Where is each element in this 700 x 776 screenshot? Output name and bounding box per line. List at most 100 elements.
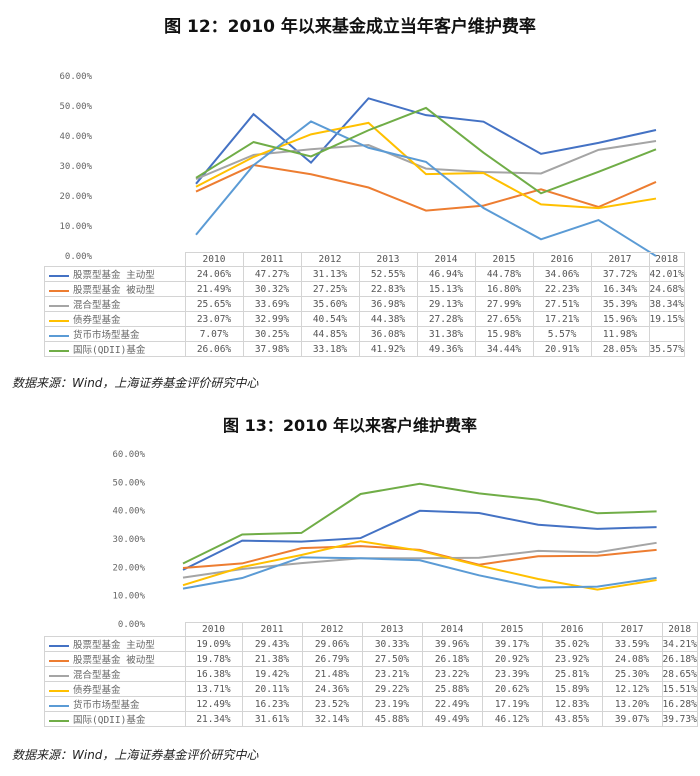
legend-swatch-icon bbox=[49, 659, 69, 662]
chart-13-source: 数据来源：Wind，上海证券基金评价研究中心 bbox=[12, 748, 259, 762]
series-name: 债券型基金 bbox=[73, 685, 121, 696]
y-tick-label: 10.00% bbox=[59, 222, 92, 232]
table-row: 债券型基金 23.07% 32.99% 40.54% 44.38% 27.28% 27.65… bbox=[44, 311, 685, 327]
series-line bbox=[182, 541, 657, 579]
table-cell: 12.12% bbox=[601, 681, 663, 697]
table-cell: 35.02% bbox=[541, 636, 603, 652]
table-cell: 25.88% bbox=[421, 681, 483, 697]
table-cell: 34.21% bbox=[661, 636, 698, 652]
series-name: 国际(QDII)基金 bbox=[73, 345, 146, 356]
table-cell: 29.43% bbox=[241, 636, 303, 652]
table-cell: 20.91% bbox=[532, 341, 592, 357]
chart-12: 0.00% 10.00% 20.00% 30.00% 40.00% 50.00% 60.00… bbox=[0, 0, 700, 380]
series-line bbox=[182, 540, 657, 591]
legend-swatch-icon bbox=[49, 689, 69, 692]
legend-swatch-icon bbox=[49, 674, 69, 677]
y-tick-label: 50.00% bbox=[59, 102, 92, 112]
table-cell: 16.28% bbox=[661, 696, 698, 712]
table-cell: 28.65% bbox=[661, 666, 698, 682]
table-cell: 27.50% bbox=[361, 651, 423, 667]
series-legend: 债券型基金 bbox=[44, 681, 186, 697]
year-header: 2010 bbox=[184, 622, 243, 637]
year-header: 2012 bbox=[301, 622, 363, 637]
table-cell: 23.21% bbox=[361, 666, 423, 682]
table-cell: 25.81% bbox=[541, 666, 603, 682]
table-cell: 16.23% bbox=[241, 696, 303, 712]
table-cell: 16.38% bbox=[184, 666, 243, 682]
year-header: 2011 bbox=[241, 622, 303, 637]
table-cell: 23.92% bbox=[541, 651, 603, 667]
table-row: 货币市场型基金 12.49% 16.23% 23.52% 23.19% 22.49% 17.… bbox=[44, 696, 698, 712]
legend-swatch-icon bbox=[49, 274, 69, 277]
y-tick-label: 0.00% bbox=[118, 620, 146, 630]
table-cell: 29.06% bbox=[301, 636, 363, 652]
table-row: 股票型基金 主动型 19.09% 29.43% 29.06% 30.33% 39.96% 3… bbox=[44, 636, 698, 652]
table-row: 国际(QDII)基金 26.06% 37.98% 33.18% 41.92% 49.36%… bbox=[44, 341, 685, 357]
series-legend: 国际(QDII)基金 bbox=[44, 341, 186, 357]
series-name: 混合型基金 bbox=[73, 300, 121, 311]
table-cell: 15.51% bbox=[661, 681, 698, 697]
table-cell: 23.22% bbox=[421, 666, 483, 682]
series-legend: 国际(QDII)基金 bbox=[44, 711, 186, 727]
table-cell: 49.49% bbox=[421, 711, 483, 727]
table-cell: 12.49% bbox=[184, 696, 243, 712]
table-cell: 22.49% bbox=[421, 696, 483, 712]
chart-12-title: 图 12：2010 年以来基金成立当年客户维护费率 bbox=[164, 17, 536, 37]
series-legend: 货币市场型基金 bbox=[44, 696, 186, 712]
series-line bbox=[182, 556, 657, 590]
y-tick-label: 50.00% bbox=[112, 478, 145, 488]
year-header: 2015 bbox=[481, 622, 543, 637]
table-cell: 49.36% bbox=[416, 341, 476, 357]
table-corner bbox=[45, 623, 186, 637]
table-cell: 21.34% bbox=[184, 711, 243, 727]
table-cell: 20.92% bbox=[481, 651, 543, 667]
chart-12-source: 数据来源：Wind，上海证券基金评价研究中心 bbox=[12, 376, 259, 390]
series-legend: 混合型基金 bbox=[44, 666, 186, 682]
chart-13-data-table: 2010 2011 2012 2013 2014 2015 2016 2017 2018 股票型基… bbox=[44, 622, 698, 727]
table-cell: 35.57% bbox=[648, 341, 685, 357]
table-cell: 15.89% bbox=[541, 681, 603, 697]
series-name: 货币市场型基金 bbox=[73, 330, 140, 341]
series-line bbox=[195, 139, 657, 180]
table-cell: 21.48% bbox=[301, 666, 363, 682]
table-cell: 20.62% bbox=[481, 681, 543, 697]
legend-swatch-icon bbox=[49, 334, 69, 337]
table-row: 国际(QDII)基金 21.34% 31.61% 32.14% 45.88% 49.49%… bbox=[44, 711, 698, 727]
table-cell: 25.30% bbox=[601, 666, 663, 682]
legend-swatch-icon bbox=[49, 319, 69, 322]
y-tick-label: 20.00% bbox=[112, 563, 145, 573]
table-cell: 26.18% bbox=[661, 651, 698, 667]
year-header: 2014 bbox=[421, 622, 483, 637]
chart-12-data-table: 2010 2011 2012 2013 2014 2015 2016 2017 2018 股票型基… bbox=[44, 252, 685, 357]
table-row: 债券型基金 13.71% 20.11% 24.36% 29.22% 25.88% 20.62… bbox=[44, 681, 698, 697]
year-header: 2018 bbox=[661, 622, 698, 637]
table-cell: 20.11% bbox=[241, 681, 303, 697]
series-line bbox=[195, 120, 657, 257]
table-cell: 31.61% bbox=[241, 711, 303, 727]
table-cell: 21.38% bbox=[241, 651, 303, 667]
table-cell: 26.79% bbox=[301, 651, 363, 667]
table-cell: 39.17% bbox=[481, 636, 543, 652]
table-cell: 17.19% bbox=[481, 696, 543, 712]
year-header: 2016 bbox=[541, 622, 603, 637]
table-cell: 45.88% bbox=[361, 711, 423, 727]
table-cell: 19.42% bbox=[241, 666, 303, 682]
series-name: 货币市场型基金 bbox=[73, 700, 140, 711]
table-cell: 23.19% bbox=[361, 696, 423, 712]
legend-swatch-icon bbox=[49, 289, 69, 292]
table-cell: 46.12% bbox=[481, 711, 543, 727]
series-name: 混合型基金 bbox=[73, 670, 121, 681]
series-line bbox=[195, 164, 657, 212]
table-cell: 19.09% bbox=[184, 636, 243, 652]
table-cell: 39.96% bbox=[421, 636, 483, 652]
table-cell: 13.71% bbox=[184, 681, 243, 697]
table-cell: 30.33% bbox=[361, 636, 423, 652]
table-cell: 23.52% bbox=[301, 696, 363, 712]
chart-13-title: 图 13：2010 年以来客户维护费率 bbox=[223, 416, 477, 435]
legend-swatch-icon bbox=[49, 644, 69, 647]
table-cell: 39.73% bbox=[661, 711, 698, 727]
series-legend: 股票型基金 被动型 bbox=[44, 651, 186, 667]
legend-swatch-icon bbox=[49, 704, 69, 707]
table-cell: 23.39% bbox=[481, 666, 543, 682]
y-tick-label: 30.00% bbox=[112, 535, 145, 545]
